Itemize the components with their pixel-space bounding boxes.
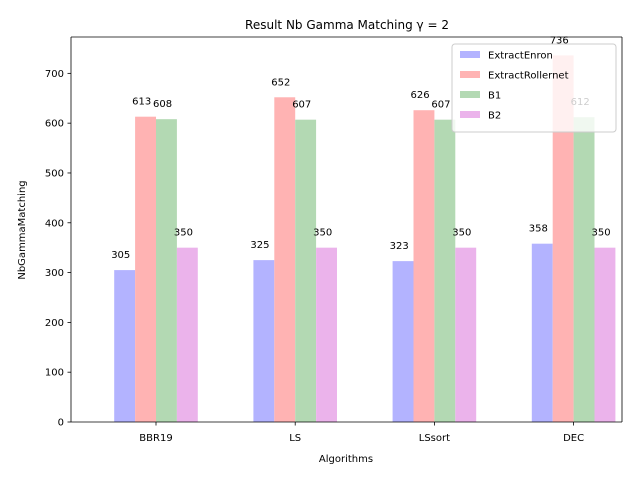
- x-tick-label: LS: [289, 433, 301, 444]
- legend-swatch: [460, 91, 480, 98]
- data-label: 350: [313, 228, 332, 239]
- y-tick-label: 600: [45, 119, 64, 130]
- bar-b1-dec: [573, 117, 595, 422]
- bar-extractenron-ls: [253, 260, 275, 422]
- y-tick-label: 0: [58, 418, 64, 429]
- bar-extractrollernet-lssort: [413, 110, 435, 423]
- data-label: 358: [529, 224, 548, 235]
- chart-title: Result Nb Gamma Matching γ = 2: [245, 18, 449, 32]
- bar-b2-dec: [594, 247, 616, 422]
- y-tick-label: 700: [45, 69, 64, 80]
- legend-swatch: [460, 71, 480, 78]
- x-axis-label: Algorithms: [319, 454, 373, 465]
- bar-b1-bbr19: [156, 119, 177, 423]
- data-label: 350: [592, 228, 611, 239]
- bar-b2-ls: [316, 247, 337, 422]
- bar-extractrollernet-bbr19: [135, 116, 156, 422]
- bar-extractrollernet-ls: [274, 97, 296, 423]
- data-label: 736: [550, 35, 569, 46]
- x-tick-label: BBR19: [139, 433, 172, 444]
- x-tick-label: LSsort: [419, 433, 450, 444]
- y-axis-label: NbGammaMatching: [17, 180, 28, 279]
- legend-swatch: [460, 51, 480, 58]
- legend: ExtractEnron ExtractRollernet B1 B2: [451, 43, 617, 133]
- data-label: 305: [111, 250, 130, 261]
- data-label: 607: [431, 100, 450, 111]
- legend-entry: B1: [488, 91, 501, 102]
- bar-extractenron-bbr19: [114, 270, 136, 422]
- bar-b1-lssort: [434, 119, 456, 423]
- bar-extractenron-dec: [531, 243, 553, 422]
- legend-entry: ExtractEnron: [488, 51, 553, 62]
- bar-extractenron-lssort: [392, 261, 414, 422]
- data-label: 323: [390, 241, 409, 252]
- data-label: 607: [292, 100, 311, 111]
- data-label: 350: [452, 228, 471, 239]
- legend-entry: B2: [488, 111, 501, 122]
- bar-extractrollernet-dec: [552, 55, 574, 423]
- data-label: 613: [132, 97, 151, 108]
- y-tick-label: 300: [45, 268, 64, 279]
- data-label: 350: [174, 228, 193, 239]
- legend-entry: ExtractRollernet: [488, 71, 569, 82]
- legend-swatch: [460, 111, 480, 118]
- y-tick-label: 400: [45, 218, 64, 229]
- y-tick-label: 200: [45, 318, 64, 329]
- plot-area: 3053253233586136526267366086076076123503…: [45, 35, 623, 444]
- bar-b2-lssort: [455, 247, 477, 422]
- data-label: 608: [153, 99, 172, 110]
- bar-b2-bbr19: [176, 247, 198, 422]
- y-tick-label: 100: [45, 368, 64, 379]
- data-label: 325: [250, 240, 269, 251]
- data-label: 626: [411, 90, 430, 101]
- y-tick-label: 500: [45, 168, 64, 179]
- x-tick-label: DEC: [563, 433, 584, 444]
- bar-b1-ls: [295, 119, 317, 423]
- data-label: 652: [271, 77, 290, 88]
- legend-box: [451, 43, 617, 133]
